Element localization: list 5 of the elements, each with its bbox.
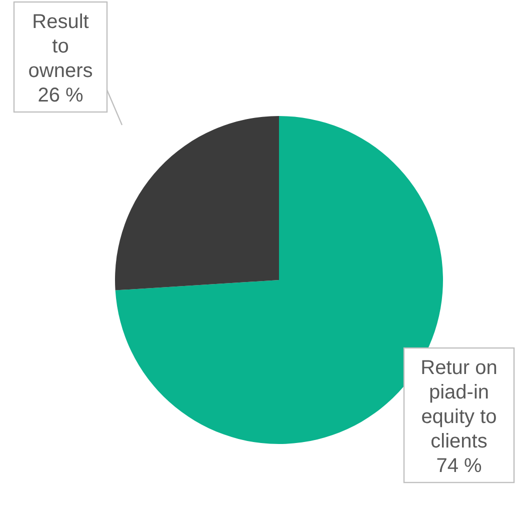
data-label: 74 % bbox=[436, 455, 482, 477]
slice-label: Retur on piad-in equity to clients bbox=[420, 357, 498, 452]
pie-slice bbox=[115, 116, 279, 290]
data-label: 26 % bbox=[38, 84, 84, 106]
slice-label: Result to owners bbox=[28, 11, 93, 82]
